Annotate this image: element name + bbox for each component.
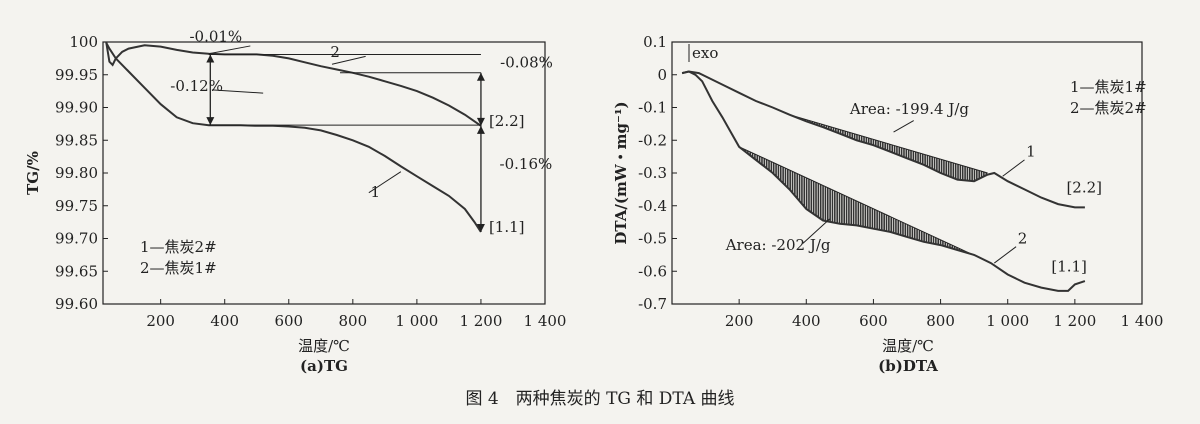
tg-leader-1 xyxy=(368,171,402,194)
dta-series-line-2 xyxy=(681,70,1086,292)
tg-series-line-2 xyxy=(105,41,482,127)
tg-ytick-label: 99.95 xyxy=(55,66,98,84)
dta-annotation-2: [2.2] xyxy=(1066,179,1102,197)
tg-ytick-label: 99.85 xyxy=(55,131,98,149)
dta-ytick-label: -0.4 xyxy=(638,197,667,215)
tg-ytick-label: 99.75 xyxy=(55,197,98,215)
tg-arrow-left-head-top xyxy=(206,54,215,63)
tg-annotation-2: 2 xyxy=(330,43,340,61)
dta-annotation-4: 2 xyxy=(1018,229,1028,247)
tg-xtick-label: 800 xyxy=(339,312,368,330)
tg-arrow-lower-right-head-bottom xyxy=(476,223,485,232)
dta-annotation-3: Area: -202 J/g xyxy=(725,236,831,254)
tg-ytick-label: 99.65 xyxy=(55,262,98,280)
dta-ytick-label: -0.7 xyxy=(638,295,667,313)
dta-annotation-1: 1 xyxy=(1026,143,1036,161)
tg-series-line-1 xyxy=(105,42,482,233)
tg-xlabel: 温度/℃ xyxy=(298,337,350,355)
tg-series xyxy=(105,41,482,233)
tg-xtick-label: 200 xyxy=(146,312,175,330)
tg-leader-001 xyxy=(208,45,251,55)
dta-axis-ticks: 200 400 600 800 1 000 1 200 1 400 0.1 0 -0.1 -0.2 -… xyxy=(638,33,1163,330)
dta-leader-2 xyxy=(993,246,1017,264)
dta-leader-1 xyxy=(1002,159,1025,177)
tg-xtick-label: 600 xyxy=(274,312,303,330)
tg-ytick-label: 99.80 xyxy=(55,164,98,182)
dta-legend-2: 2—焦炭2# xyxy=(1070,99,1147,117)
tg-legend-1: 1—焦炭2# xyxy=(140,238,217,256)
tg-annotation-7: [1.1] xyxy=(489,218,525,236)
tg-markers xyxy=(206,45,485,232)
dta-annotation-5: [1.1] xyxy=(1051,257,1087,275)
dta-xtick-label: 1 200 xyxy=(1053,312,1096,330)
dta-hatch-areas xyxy=(738,114,992,264)
tg-arrow-upper-right-head-bottom xyxy=(476,117,485,126)
dta-ytick-label: -0.1 xyxy=(638,99,667,117)
tg-ytick-label: 100 xyxy=(69,33,98,51)
tg-annotation-1: -0.12% xyxy=(170,77,223,95)
tg-arrow-lower-right-head-top xyxy=(476,125,485,134)
tg-ytick-label: 99.60 xyxy=(55,295,98,313)
dta-ytick-label: 0.1 xyxy=(643,33,667,51)
dta-leader-area1 xyxy=(893,120,914,133)
dta-xtick-label: 1 400 xyxy=(1121,312,1164,330)
dta-xlabel: 温度/℃ xyxy=(882,337,934,355)
tg-annotation-6: 1 xyxy=(370,183,380,201)
dta-xtick-label: 600 xyxy=(859,312,888,330)
tg-annotation-0: -0.01% xyxy=(189,27,242,45)
dta-legend-1: 1—焦炭1# xyxy=(1070,78,1147,96)
tg-annotation-4: [2.2] xyxy=(489,112,525,130)
exo-label: exo xyxy=(692,44,718,62)
tg-ylabel: TG/% xyxy=(24,151,42,195)
dta-series xyxy=(681,70,1086,292)
dta-ylabel: DTA/(mW・mg⁻¹) xyxy=(612,101,630,244)
tg-xtick-label: 1 000 xyxy=(395,312,438,330)
tg-leader-012 xyxy=(211,89,264,94)
tg-xtick-label: 1 200 xyxy=(459,312,502,330)
tg-arrow-left-head-bottom xyxy=(206,117,215,126)
dta-baseline-2 xyxy=(738,146,992,264)
dta-ytick-label: 0 xyxy=(657,66,667,84)
tg-ytick-label: 99.70 xyxy=(55,230,98,248)
dta-series-line-1 xyxy=(681,70,1085,209)
dta-xtick-label: 200 xyxy=(725,312,754,330)
tg-arrow-upper-right-head-top xyxy=(476,72,485,81)
dta-xtick-label: 1 000 xyxy=(986,312,1029,330)
dta-ytick-label: -0.5 xyxy=(638,230,667,248)
dta-xtick-label: 400 xyxy=(792,312,821,330)
dta-ytick-label: -0.3 xyxy=(638,164,667,182)
tg-xtick-label: 1 400 xyxy=(524,312,567,330)
tg-axis-ticks: 200 400 600 800 1 000 1 200 1 400 100 99.95 99.90… xyxy=(55,33,566,330)
figure-caption: 图 4 两种焦炭的 TG 和 DTA 曲线 xyxy=(465,389,734,409)
tg-annotations: -0.01% -0.12% 2 -0.08% [2.2] -0.16% 1 [1.1] xyxy=(170,27,553,236)
tg-leader-2 xyxy=(331,55,366,65)
dta-ytick-label: -0.6 xyxy=(638,262,667,280)
tg-subtitle: (a)TG xyxy=(300,357,348,375)
dta-leader-area2 xyxy=(802,218,831,244)
tg-annotation-3: -0.08% xyxy=(500,54,553,72)
tg-xtick-label: 400 xyxy=(210,312,239,330)
dta-annotations: Area: -199.4 J/g 1 [2.2] Area: -202 J/g 2 [1.… xyxy=(725,100,1102,275)
dta-baseline-1 xyxy=(789,114,988,174)
tg-chart: 200 400 600 800 1 000 1 200 1 400 100 99.95 99.90… xyxy=(24,27,566,375)
dta-subtitle: (b)DTA xyxy=(878,357,938,375)
dta-chart: 200 400 600 800 1 000 1 200 1 400 0.1 0 -0.1 -0.2 -… xyxy=(612,33,1163,375)
dta-annotation-0: Area: -199.4 J/g xyxy=(849,100,969,118)
dta-ytick-label: -0.2 xyxy=(638,131,667,149)
dta-xtick-label: 800 xyxy=(926,312,955,330)
tg-annotation-5: -0.16% xyxy=(500,155,553,173)
tg-ytick-label: 99.90 xyxy=(55,99,98,117)
tg-legend-2: 2—焦炭1# xyxy=(140,259,217,277)
